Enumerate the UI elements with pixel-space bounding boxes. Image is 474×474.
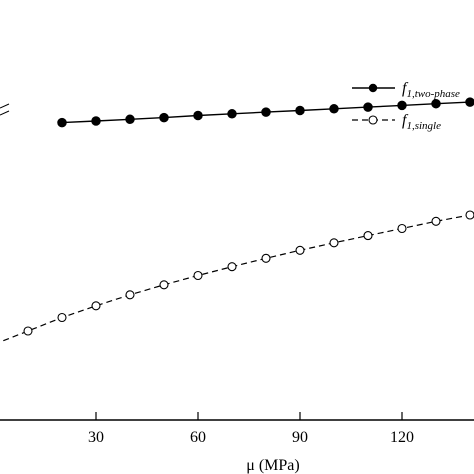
series-line-single bbox=[0, 214, 471, 343]
data-point bbox=[159, 112, 169, 123]
axis-break-mark bbox=[0, 103, 10, 109]
data-point bbox=[295, 245, 305, 255]
data-point bbox=[363, 231, 373, 241]
data-point bbox=[57, 312, 67, 323]
data-point bbox=[261, 107, 271, 117]
data-point bbox=[91, 301, 101, 311]
data-point bbox=[193, 270, 203, 281]
x-tick-labels: 0306090120 bbox=[88, 429, 414, 446]
data-point bbox=[57, 117, 67, 128]
legend-label-sub: 1,single bbox=[406, 120, 441, 132]
data-point bbox=[125, 290, 135, 300]
legend-marker-open bbox=[368, 115, 378, 125]
data-point bbox=[431, 216, 441, 226]
data-point bbox=[465, 210, 474, 220]
data-point bbox=[295, 105, 305, 116]
axis-break-mark bbox=[0, 110, 10, 116]
legend: f1,two-phase f1,single bbox=[352, 80, 460, 132]
data-point bbox=[125, 114, 135, 125]
legend-label-two-phase: f1,two-phase bbox=[402, 80, 460, 100]
data-point bbox=[329, 104, 339, 114]
data-point bbox=[193, 110, 203, 121]
legend-marker-filled bbox=[368, 83, 378, 93]
data-point bbox=[159, 280, 169, 290]
data-point bbox=[329, 238, 339, 248]
x-ticks bbox=[95, 412, 403, 420]
x-tick-label: 60 bbox=[190, 429, 206, 446]
data-point bbox=[397, 223, 407, 234]
data-point bbox=[227, 109, 237, 119]
data-point bbox=[431, 98, 441, 109]
legend-label-sub: 1,two-phase bbox=[406, 88, 460, 100]
x-axis-label: μ (MPa) bbox=[246, 457, 299, 474]
data-point bbox=[397, 100, 407, 111]
data-point bbox=[465, 97, 474, 107]
legend-label-main: f bbox=[402, 80, 409, 97]
legend-item-single: f1,single bbox=[352, 112, 441, 132]
data-point bbox=[363, 102, 373, 112]
x-tick-label: 120 bbox=[390, 429, 414, 446]
data-point bbox=[227, 262, 237, 272]
x-tick-label: 30 bbox=[88, 429, 104, 446]
data-point bbox=[23, 326, 33, 336]
legend-label-single: f1,single bbox=[402, 112, 441, 132]
legend-item-two-phase: f1,two-phase bbox=[352, 80, 460, 100]
data-point bbox=[91, 116, 101, 126]
legend-label-main: f bbox=[402, 112, 409, 129]
x-tick-label: 90 bbox=[292, 429, 308, 446]
data-point bbox=[261, 253, 271, 263]
